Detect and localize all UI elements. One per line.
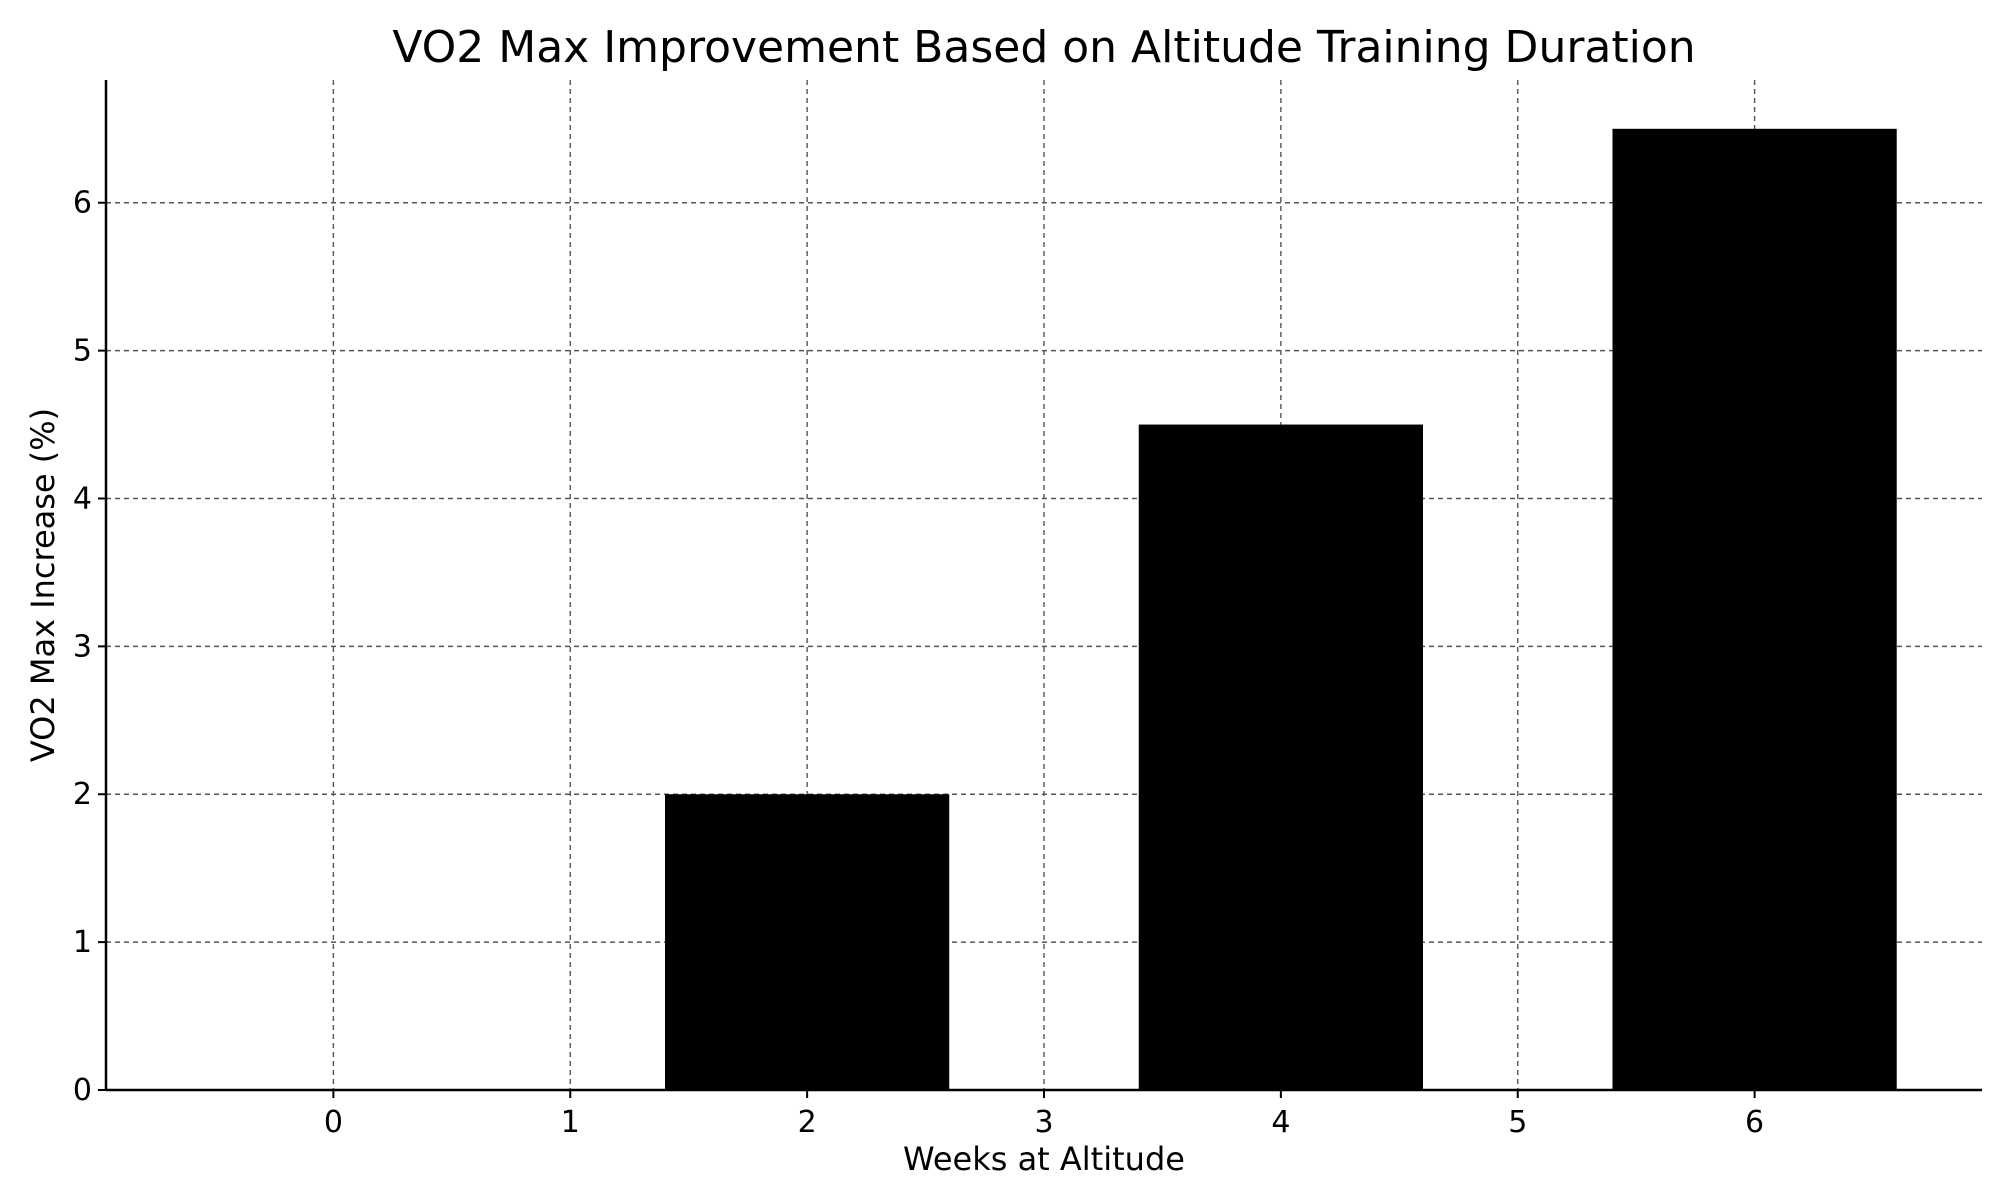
ticks-layer: 0 1 2 3 4 5 6 0 1 2 3 4 5 6 xyxy=(73,186,1764,1140)
y-tick-label: 5 xyxy=(73,334,92,369)
x-tick-label: 1 xyxy=(561,1105,580,1140)
x-tick-label: 5 xyxy=(1508,1105,1527,1140)
bar xyxy=(1612,128,1897,1090)
bar xyxy=(1138,424,1423,1090)
y-tick-label: 4 xyxy=(73,481,92,516)
bar xyxy=(665,794,950,1090)
x-tick-label: 6 xyxy=(1745,1105,1764,1140)
bars-layer xyxy=(665,128,1897,1090)
y-tick-label: 6 xyxy=(73,186,92,221)
y-tick-label: 1 xyxy=(73,925,92,960)
x-axis-label: Weeks at Altitude xyxy=(903,1140,1185,1178)
y-axis-label: VO2 Max Increase (%) xyxy=(24,408,62,762)
y-tick-label: 2 xyxy=(73,777,92,812)
chart-title: VO2 Max Improvement Based on Altitude Tr… xyxy=(392,22,1695,73)
x-tick-label: 0 xyxy=(324,1105,343,1140)
x-tick-label: 4 xyxy=(1271,1105,1290,1140)
x-tick-label: 2 xyxy=(798,1105,817,1140)
x-tick-label: 3 xyxy=(1034,1105,1053,1140)
y-tick-label: 0 xyxy=(73,1073,92,1108)
y-tick-label: 3 xyxy=(73,629,92,664)
